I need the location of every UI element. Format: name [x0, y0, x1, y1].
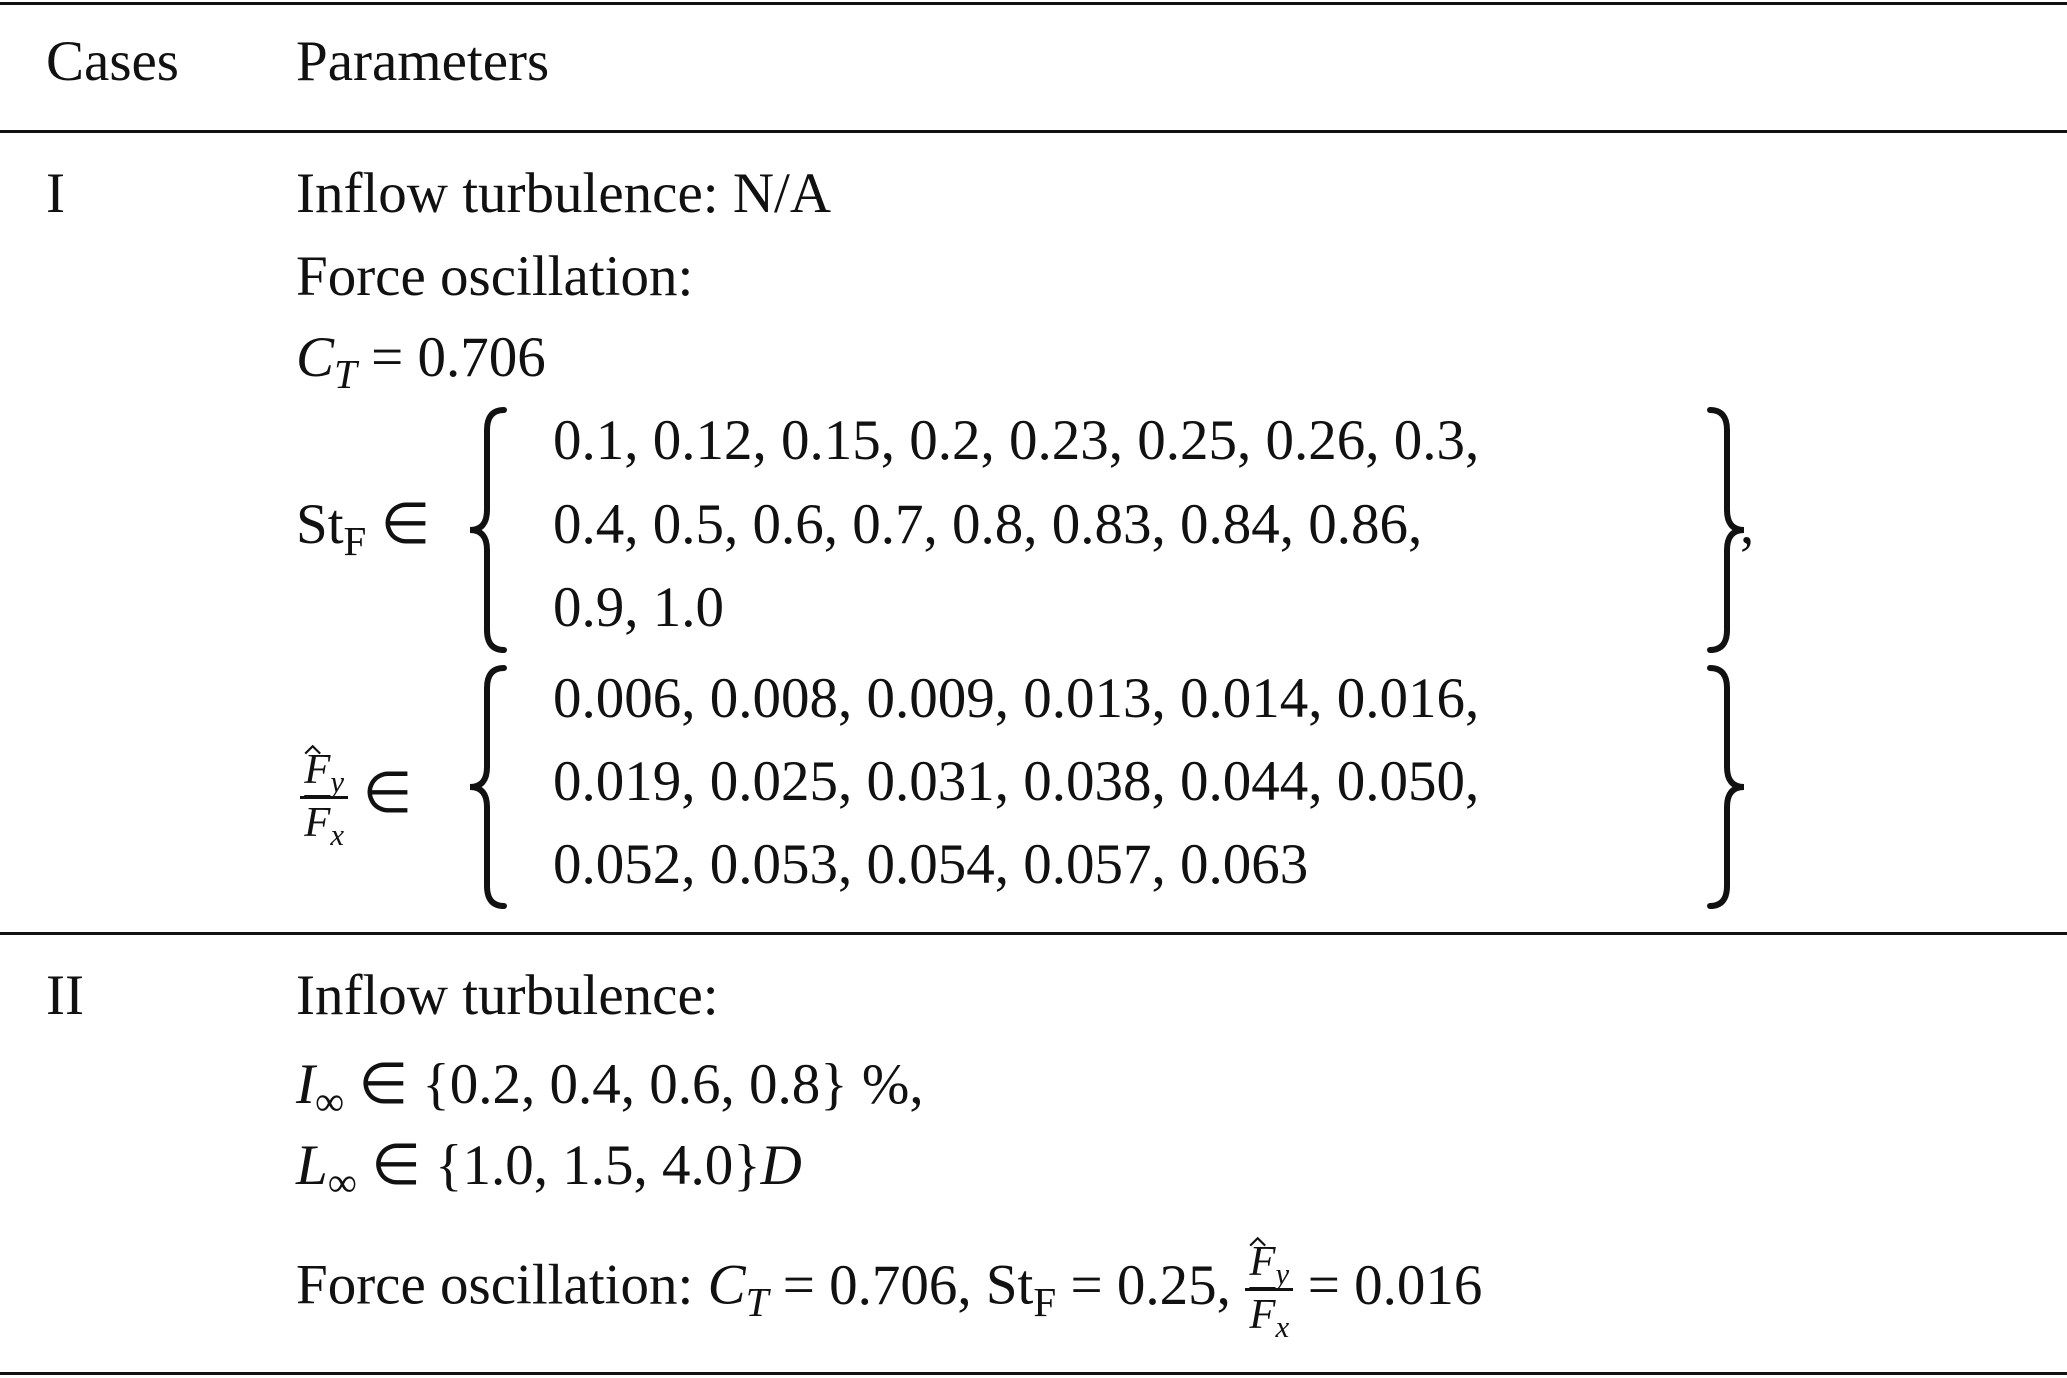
case-label: I: [46, 162, 65, 225]
top-rule: [0, 2, 2067, 5]
set-item-line: 0.9, 1.0: [553, 576, 724, 639]
numerator: Fy: [1245, 1236, 1293, 1292]
value: ∈ {0.2, 0.4, 0.6, 0.8} %,: [358, 1053, 924, 1116]
subscript: x: [1275, 1310, 1290, 1345]
bottom-rule: [0, 1372, 2067, 1375]
subscript: ∞: [314, 1078, 345, 1125]
symbol: F: [304, 746, 331, 793]
inflow-text: Inflow turbulence:: [296, 964, 719, 1027]
intensity-line: I∞ ∈ {0.2, 0.4, 0.6, 0.8} %,: [296, 1052, 924, 1125]
hat: [304, 744, 322, 755]
symbol: F: [1249, 1238, 1276, 1285]
unit: D: [760, 1134, 802, 1197]
left-brace: [469, 407, 507, 653]
header-rule: [0, 130, 2067, 133]
length-line: L∞ ∈ {1.0, 1.5, 4.0}D: [296, 1133, 802, 1206]
label: Force oscillation:: [296, 1253, 694, 1317]
st-symbol: StF ∈: [296, 492, 431, 565]
value: ∈ {1.0, 1.5, 4.0}: [371, 1134, 761, 1197]
trail-comma: ,: [1740, 493, 1755, 556]
symbol: C: [296, 326, 335, 389]
fraction: Fy Fx: [1245, 1236, 1294, 1345]
symbol: I: [296, 1053, 315, 1116]
ratio-symbol: Fy Fx ∈: [300, 744, 413, 853]
right-brace: [1707, 407, 1745, 653]
fraction: Fy Fx: [300, 744, 349, 853]
subscript: F: [1033, 1278, 1057, 1325]
force-line: Force oscillation: CT = 0.706, StF = 0.25,…: [296, 1236, 1483, 1345]
subscript: F: [343, 518, 367, 565]
symbol: F: [304, 799, 331, 847]
value: = 0.706: [371, 326, 546, 389]
force-text: Force oscillation:: [296, 245, 694, 308]
set-item-line: 0.4, 0.5, 0.6, 0.7, 0.8, 0.83, 0.84, 0.8…: [553, 493, 1423, 556]
value: = 0.706,: [782, 1253, 972, 1317]
numerator: Fy: [300, 744, 348, 800]
set-item-line: 0.006, 0.008, 0.009, 0.013, 0.014, 0.016…: [553, 667, 1480, 730]
row-rule: [0, 932, 2067, 935]
set-item-line: 0.052, 0.053, 0.054, 0.057, 0.063: [553, 833, 1309, 896]
header-cases: Cases: [46, 30, 179, 93]
relation: ∈: [380, 493, 431, 556]
symbol: F: [1249, 1291, 1276, 1339]
symbol: St: [985, 1253, 1034, 1317]
set-item-line: 0.1, 0.12, 0.15, 0.2, 0.23, 0.25, 0.26, …: [553, 409, 1480, 472]
value: = 0.016: [1307, 1253, 1483, 1317]
subscript: x: [330, 818, 345, 853]
case-label: II: [46, 964, 84, 1027]
subscript: ∞: [327, 1159, 357, 1206]
subscript: y: [330, 765, 345, 800]
inflow-text: Inflow turbulence: N/A: [296, 162, 832, 225]
right-brace: [1707, 665, 1745, 909]
header-parameters: Parameters: [296, 30, 550, 93]
hat: [1249, 1236, 1267, 1247]
relation: ∈: [362, 761, 413, 825]
set-item-line: 0.019, 0.025, 0.031, 0.038, 0.044, 0.050…: [553, 750, 1480, 813]
left-brace: [469, 665, 507, 909]
subscript: y: [1275, 1257, 1290, 1292]
denominator: Fx: [1245, 1287, 1294, 1345]
denominator: Fx: [300, 795, 349, 853]
value: = 0.25,: [1070, 1253, 1231, 1317]
symbol: L: [296, 1134, 328, 1197]
symbol: C: [707, 1253, 746, 1317]
subscript: T: [745, 1278, 769, 1325]
ct-line: CT = 0.706: [296, 325, 546, 398]
symbol: St: [296, 493, 344, 556]
subscript: T: [334, 351, 357, 398]
